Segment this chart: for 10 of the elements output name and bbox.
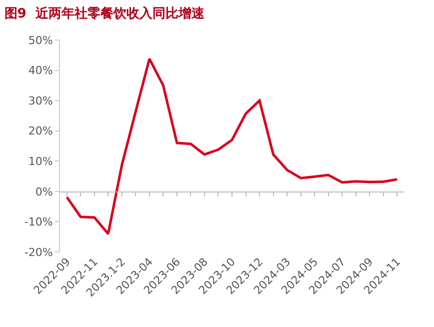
chart-title: 图9 近两年社零餐饮收入同比增速 (4, 5, 206, 22)
y-tick-label: -20% (24, 246, 53, 259)
line-series (66, 58, 398, 236)
y-tick-label: 30% (28, 94, 53, 108)
y-tick-label: -10% (24, 216, 53, 229)
y-tick-label: 0% (35, 185, 53, 198)
y-tick-label: 10% (28, 154, 53, 168)
y-tick-label: 40% (28, 64, 53, 78)
y-tick-label: 50% (28, 34, 53, 47)
y-tick-label: 20% (28, 124, 53, 138)
